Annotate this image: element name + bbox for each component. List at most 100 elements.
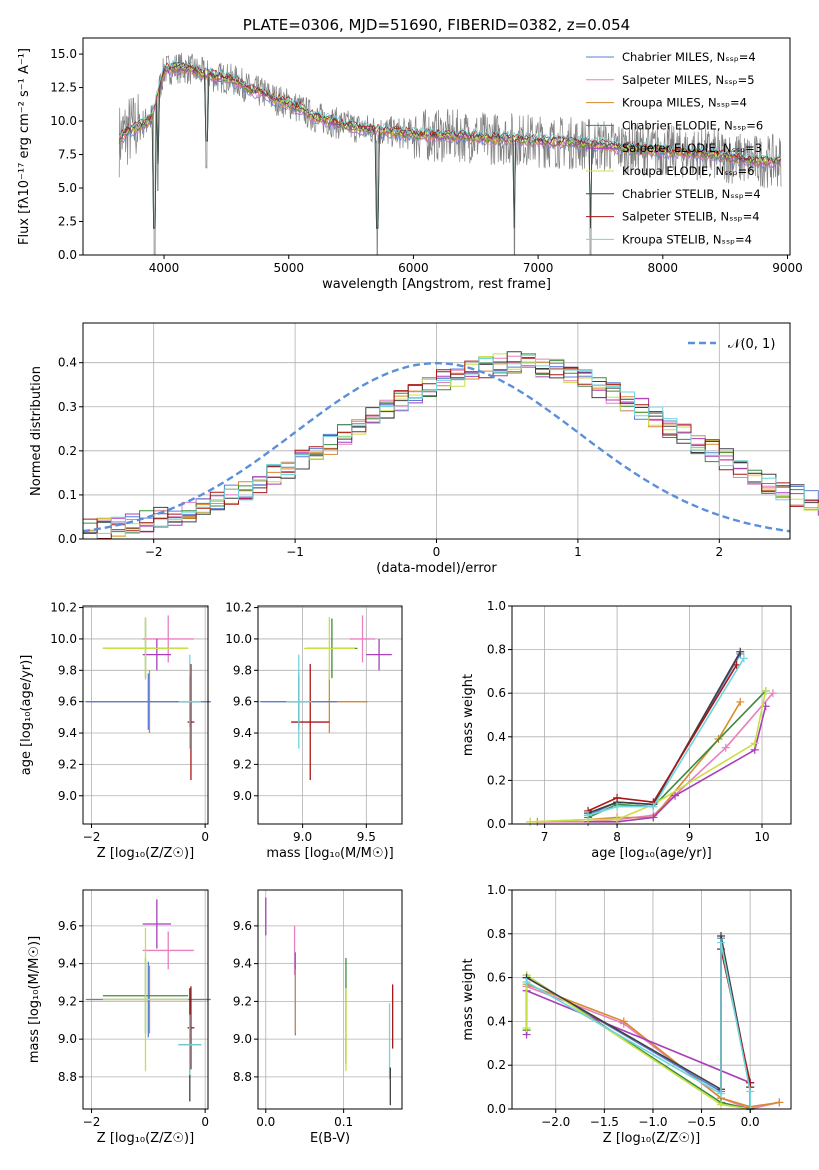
y-tick-label: 0.0 — [487, 817, 506, 831]
error-bar-point — [142, 899, 172, 949]
legend-entry: Chabrier STELIB, Nₛₛₚ=4 — [622, 187, 761, 201]
y-tick-label: 9.8 — [58, 663, 77, 677]
x-tick-label: 6000 — [398, 261, 429, 275]
mass-weight-series — [584, 647, 745, 818]
x-tick-label: 0.1 — [334, 1115, 353, 1129]
legend: Chabrier MILES, Nₛₛₚ=4 Salpeter MILES, Nₛ… — [586, 50, 763, 246]
x-tick-label: 9.5 — [357, 830, 376, 844]
y-axis-label: age [log₁₀(age/yr)] — [19, 655, 34, 776]
error-bar-point — [187, 986, 195, 1070]
mass-weight-series — [522, 934, 755, 1113]
y-tick-label: 0.2 — [487, 773, 506, 787]
x-tick-label: 0 — [433, 545, 441, 559]
error-bar-point — [291, 664, 330, 781]
y-tick-label: 7.5 — [58, 148, 77, 162]
y-tick-label: 5.0 — [58, 181, 77, 195]
error-bar-point — [102, 927, 189, 1072]
grid — [258, 890, 402, 1109]
mass-weight-vs-metallicity-panel: −2.0 −1.5 −1.0 −0.5 0.0 0.0 0.2 0.4 0.6 0.8 1.0 Z [… — [461, 883, 792, 1146]
plot-area — [82, 351, 819, 540]
axes: −2 0 9.0 9.2 9.4 9.6 9.8 10.0 10.2 Z [log₁₀(Z/Z☉)… — [19, 601, 209, 861]
y-tick-label: 9.0 — [58, 789, 77, 803]
x-tick-label: 9.0 — [293, 830, 312, 844]
legend-entry: Chabrier MILES, Nₛₛₚ=4 — [622, 50, 756, 64]
series-line — [587, 657, 745, 817]
legend-entry: Chabrier ELODIE, Nₛₛₚ=6 — [622, 118, 763, 132]
error-bar-point — [102, 616, 189, 680]
y-tick-label: 9.6 — [58, 919, 77, 933]
y-tick-label: 9.6 — [233, 695, 252, 709]
plot-area — [260, 615, 392, 781]
y-tick-label: 0.0 — [487, 1102, 506, 1116]
plot-area — [526, 647, 777, 826]
y-axis-label: mass weight — [461, 674, 476, 756]
y-tick-label: 9.6 — [58, 695, 77, 709]
mass-weight-series — [526, 687, 770, 826]
y-tick-label: 10.0 — [50, 114, 77, 128]
y-axis-label: mass [log₁₀(M/M☉)] — [27, 936, 42, 1063]
y-tick-label: 9.4 — [233, 726, 252, 740]
x-tick-label: 8 — [613, 830, 621, 844]
x-tick-label: 7000 — [523, 261, 554, 275]
y-tick-label: 9.8 — [233, 663, 252, 677]
y-tick-label: 9.4 — [58, 726, 77, 740]
series-marker — [613, 802, 622, 811]
series-marker — [522, 1023, 531, 1032]
residual-histogram — [83, 353, 819, 537]
plot-area — [265, 897, 394, 1106]
error-bar-point — [142, 931, 194, 970]
x-tick-label: 0.0 — [256, 1115, 275, 1129]
y-tick-label: 0.6 — [487, 971, 506, 985]
x-axis-label: E(B-V) — [310, 1131, 350, 1146]
x-axis-label: wavelength [Angstrom, rest frame] — [322, 277, 551, 292]
y-tick-label: 0.4 — [58, 356, 77, 370]
y-tick-label: 10.2 — [225, 601, 252, 615]
y-tick-label: 0.2 — [487, 1058, 506, 1072]
y-tick-label: 9.2 — [58, 757, 77, 771]
series-marker — [775, 1098, 784, 1107]
x-tick-label: −2 — [83, 830, 101, 844]
x-tick-label: 1 — [574, 545, 582, 559]
series-marker — [717, 938, 726, 947]
x-axis-label: age [log₁₀(age/yr)] — [591, 846, 712, 861]
model-spectrum-line — [118, 68, 781, 168]
x-axis-label: Z [log₁₀(Z/Z☉)] — [97, 846, 194, 861]
error-bar-point — [142, 615, 194, 663]
x-tick-label: 5000 — [273, 261, 304, 275]
age-vs-mass-panel: 9.0 9.5 9.0 9.2 9.4 9.6 9.8 10.0 10.2 mass [log₁₀… — [225, 601, 403, 861]
series-marker — [746, 1087, 755, 1096]
y-tick-label: 9.2 — [233, 994, 252, 1008]
y-tick-label: 9.6 — [233, 919, 252, 933]
series-marker — [649, 813, 658, 822]
series-line — [587, 664, 738, 812]
x-tick-label: 9000 — [772, 261, 803, 275]
plot-area — [118, 52, 782, 255]
legend-entry: Salpeter STELIB, Nₛₛₚ=4 — [622, 210, 760, 224]
x-tick-label: 0 — [201, 1115, 209, 1129]
axes-frame — [82, 889, 209, 1110]
series-marker — [736, 647, 745, 656]
x-tick-label: −1.5 — [590, 1115, 619, 1129]
y-tick-label: 9.0 — [58, 1032, 77, 1046]
x-tick-label: −2 — [145, 545, 163, 559]
error-bar-point — [187, 664, 195, 781]
x-tick-label: 10 — [754, 830, 769, 844]
y-tick-label: 0.4 — [487, 1014, 506, 1028]
series-marker — [649, 802, 658, 811]
x-tick-label: 2 — [715, 545, 723, 559]
y-tick-label: 9.2 — [58, 994, 77, 1008]
series-marker — [717, 1100, 726, 1109]
y-tick-label: 9.0 — [233, 1032, 252, 1046]
model-spectrum-line — [118, 59, 781, 161]
y-tick-label: 8.8 — [58, 1070, 77, 1084]
legend-entry: Salpeter ELODIE, Nₛₛₚ=3 — [622, 141, 762, 155]
mass-weight-series — [584, 654, 748, 820]
grid — [83, 323, 790, 540]
series-line — [530, 690, 767, 823]
y-tick-label: 2.5 — [58, 215, 77, 229]
legend-entry: Salpeter MILES, Nₛₛₚ=5 — [622, 73, 755, 87]
x-tick-label: −1 — [286, 545, 304, 559]
y-tick-label: 15.0 — [50, 47, 77, 61]
x-tick-label: −2.0 — [541, 1115, 570, 1129]
age-vs-metallicity-panel: −2 0 9.0 9.2 9.4 9.6 9.8 10.0 10.2 Z [log₁₀(Z/Z☉)… — [19, 601, 211, 861]
